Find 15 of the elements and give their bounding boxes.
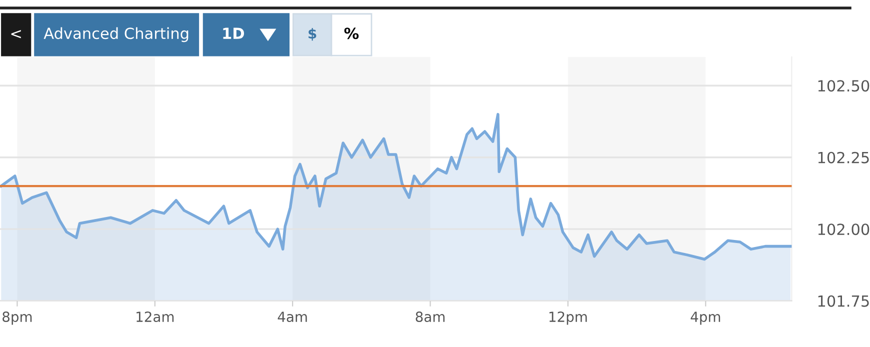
- x-tick-label: 8pm: [2, 312, 32, 325]
- x-tick-label: 4am: [278, 312, 307, 322]
- y-tick-label: 102.25: [818, 152, 869, 164]
- text: <: [11, 30, 21, 38]
- text: %: [344, 28, 359, 40]
- x-tick-label: 12pm: [549, 312, 587, 325]
- x-tick-label: 8am: [416, 312, 445, 322]
- x-tick-label: 4pm: [690, 312, 720, 325]
- y-tick-label: 101.75: [818, 295, 869, 307]
- y-tick-label: 102.50: [818, 80, 870, 92]
- text: Advanced Charting: [44, 27, 188, 42]
- y-tick-label: 102.00: [818, 224, 870, 236]
- text: 1D: [223, 28, 244, 39]
- text: $: [308, 28, 316, 41]
- x-tick-label: 12am: [136, 312, 174, 322]
